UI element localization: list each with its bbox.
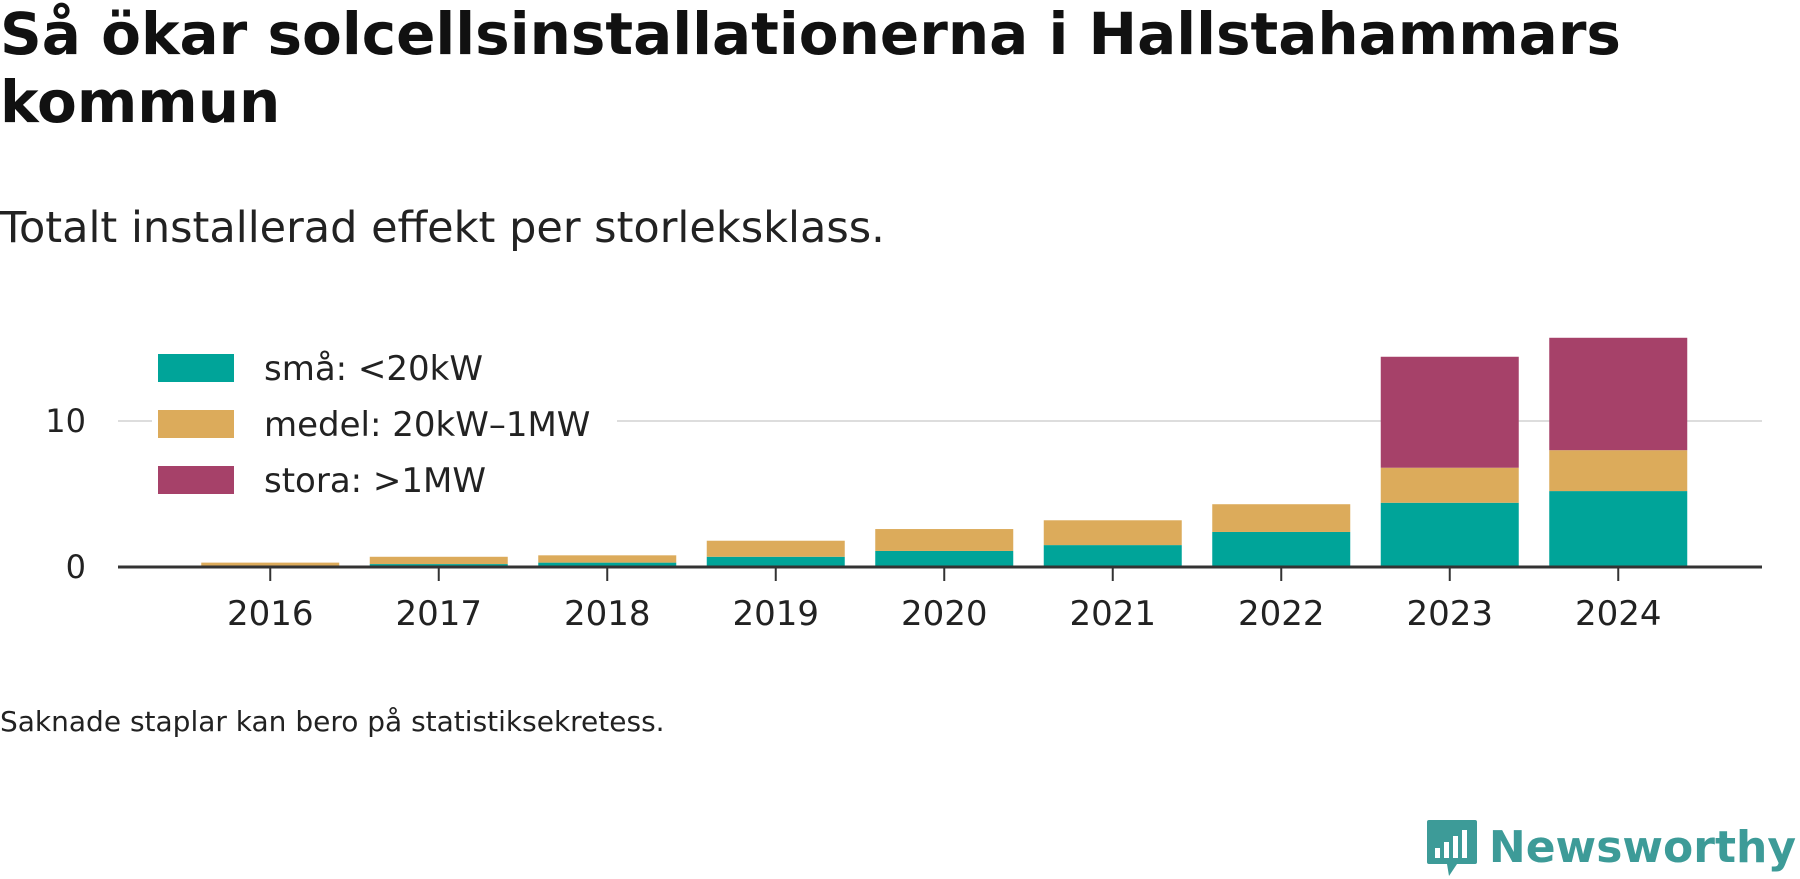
newsworthy-brand: Newsworthy: [1425, 818, 1796, 878]
chart-subtitle: Totalt installerad effekt per storlekskl…: [0, 203, 885, 253]
bar-segment: [538, 555, 677, 563]
bar-segment: [1043, 545, 1182, 567]
chart-title: Så ökar solcellsinstallationerna i Halls…: [0, 0, 1621, 136]
x-tick-label: 2023: [1406, 594, 1493, 630]
bar-segment: [1380, 356, 1519, 468]
bar-segment: [706, 540, 845, 557]
legend-label: medel: 20kW–1MW: [264, 405, 590, 445]
x-tick-label: 2024: [1575, 594, 1662, 630]
axis-layer: 0 10 2016 2017 2018 2019 2020 2021 2022 2023 2024: [45, 402, 1762, 630]
bar-segment: [1212, 504, 1351, 532]
bar-segment: [875, 550, 1014, 567]
bar-segment: [1043, 520, 1182, 546]
bar-segment: [1549, 337, 1688, 451]
x-tick-label: 2022: [1238, 594, 1325, 630]
x-tick-label: 2017: [395, 594, 482, 630]
x-tick-label: 2021: [1069, 594, 1156, 630]
legend: små: <20kW medel: 20kW–1MW stora: >1MW: [152, 340, 617, 512]
legend-label: små: <20kW: [264, 349, 483, 389]
legend-label: stora: >1MW: [264, 461, 486, 501]
y-tick-label: 0: [66, 548, 86, 586]
bars-layer: [201, 337, 1688, 567]
bar-segment: [538, 562, 677, 567]
bar-segment: [706, 556, 845, 567]
bar-segment: [875, 529, 1014, 551]
x-tick-label: 2019: [732, 594, 819, 630]
x-tick-label: 2018: [564, 594, 651, 630]
footnote: Saknade staplar kan bero på statistiksek…: [0, 705, 665, 738]
bar-segment: [1212, 531, 1351, 567]
x-tick-label: 2016: [227, 594, 314, 630]
newsworthy-logo-icon: [1426, 820, 1477, 876]
bar-segment: [1549, 491, 1688, 567]
brand-name: Newsworthy: [1488, 822, 1796, 873]
bar-segment: [201, 562, 340, 566]
legend-swatch: [158, 466, 234, 494]
y-tick-label: 10: [45, 402, 86, 440]
bar-segment: [1380, 467, 1519, 503]
x-tick-label: 2020: [901, 594, 988, 630]
legend-swatch: [158, 354, 234, 382]
bar-segment: [369, 556, 508, 565]
bar-segment: [1380, 502, 1519, 567]
legend-swatch: [158, 410, 234, 438]
bar-segment: [1549, 450, 1688, 492]
